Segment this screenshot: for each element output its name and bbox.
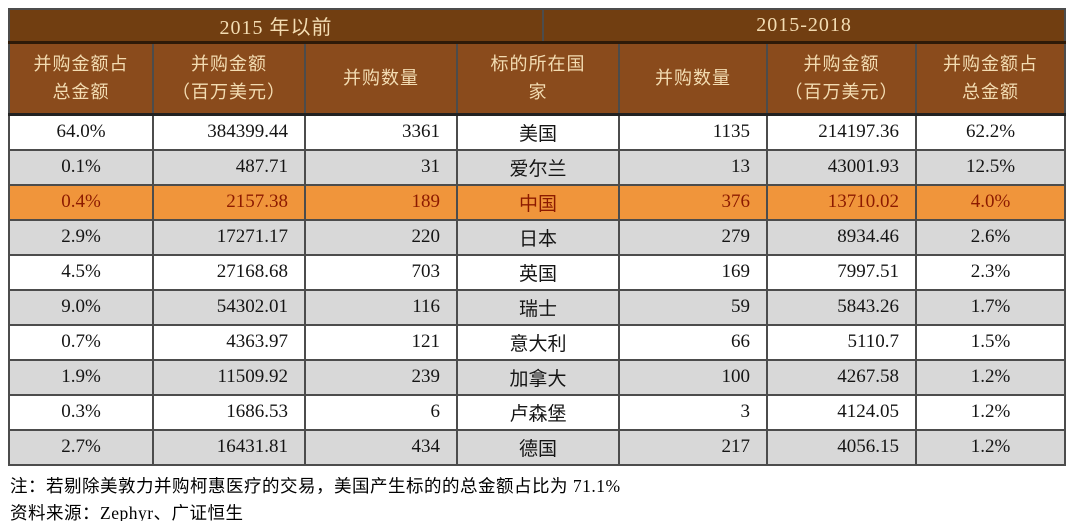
table-row: 1.9% 11509.92 239 加拿大 100 4267.58 1.2% [8, 358, 1067, 396]
cell-pre-count: 6 [304, 393, 458, 431]
cell-pre-count: 220 [304, 218, 458, 256]
cell-pre-amount: 54302.01 [152, 288, 306, 326]
period-header-pre2015: 2015 年以前 [8, 8, 544, 44]
table-row: 2.7% 16431.81 434 德国 217 4056.15 1.2% [8, 428, 1067, 466]
column-header-row: 并购金额占 总金额 并购金额 （百万美元） 并购数量 标的所在国 家 并购数量 … [8, 41, 1067, 116]
cell-post-count: 1135 [618, 113, 768, 151]
table-row: 9.0% 54302.01 116 瑞士 59 5843.26 1.7% [8, 288, 1067, 326]
cell-post-count: 279 [618, 218, 768, 256]
cell-post-amount-pct: 1.2% [914, 393, 1067, 431]
cell-country: 中国 [456, 183, 620, 221]
cell-pre-count: 116 [304, 288, 458, 326]
table-row: 0.1% 487.71 31 爱尔兰 13 43001.93 12.5% [8, 148, 1067, 186]
cell-post-amount-pct: 1.5% [914, 323, 1067, 361]
period-header-row: 2015 年以前 2015-2018 [8, 8, 1067, 44]
cell-post-amount: 4056.15 [766, 428, 917, 466]
cell-post-amount-pct: 1.2% [914, 428, 1067, 466]
cell-pre-amount: 1686.53 [152, 393, 306, 431]
cell-post-count: 13 [618, 148, 768, 186]
cell-pre-amount-pct: 2.9% [8, 218, 154, 256]
cell-post-amount-pct: 12.5% [914, 148, 1067, 186]
col-header-pre-amount-pct: 并购金额占 总金额 [8, 41, 154, 116]
cell-country: 瑞士 [456, 288, 620, 326]
cell-post-count: 66 [618, 323, 768, 361]
table-row: 4.5% 27168.68 703 英国 169 7997.51 2.3% [8, 253, 1067, 291]
ma-comparison-table: 2015 年以前 2015-2018 并购金额占 总金额 并购金额 （百万美元）… [8, 8, 1067, 466]
cell-post-amount: 4124.05 [766, 393, 917, 431]
cell-post-count: 3 [618, 393, 768, 431]
cell-post-count: 217 [618, 428, 768, 466]
cell-pre-amount-pct: 0.3% [8, 393, 154, 431]
cell-pre-amount-pct: 0.1% [8, 148, 154, 186]
table-row: 0.4% 2157.38 189 中国 376 13710.02 4.0% [8, 183, 1067, 221]
cell-country: 日本 [456, 218, 620, 256]
cell-post-amount: 4267.58 [766, 358, 917, 396]
col-header-post-amount: 并购金额 （百万美元） [766, 41, 917, 116]
source-note: 资料来源：Zephyr、广证恒生 [10, 502, 244, 521]
cell-post-count: 59 [618, 288, 768, 326]
cell-pre-amount: 11509.92 [152, 358, 306, 396]
cell-country: 意大利 [456, 323, 620, 361]
cell-post-amount-pct: 2.3% [914, 253, 1067, 291]
cell-post-count: 169 [618, 253, 768, 291]
col-header-pre-count: 并购数量 [304, 41, 458, 116]
cell-pre-amount: 2157.38 [152, 183, 306, 221]
col-header-pre-amount: 并购金额 （百万美元） [152, 41, 306, 116]
table-body: 64.0% 384399.44 3361 美国 1135 214197.36 62.2% 0.… [8, 113, 1067, 466]
cell-pre-count: 703 [304, 253, 458, 291]
col-header-country: 标的所在国 家 [456, 41, 620, 116]
cell-post-amount-pct: 2.6% [914, 218, 1067, 256]
cell-post-amount: 43001.93 [766, 148, 917, 186]
footnote: 注：若剔除美敦力并购柯惠医疗的交易，美国产生标的的总金额占比为 71.1% [10, 475, 621, 496]
cell-pre-amount: 16431.81 [152, 428, 306, 466]
cell-country: 爱尔兰 [456, 148, 620, 186]
cell-pre-count: 31 [304, 148, 458, 186]
cell-post-amount: 13710.02 [766, 183, 917, 221]
cell-pre-amount-pct: 0.7% [8, 323, 154, 361]
cell-pre-amount-pct: 2.7% [8, 428, 154, 466]
cell-pre-amount-pct: 9.0% [8, 288, 154, 326]
cell-pre-amount-pct: 4.5% [8, 253, 154, 291]
cell-pre-amount-pct: 64.0% [8, 113, 154, 151]
cell-post-amount-pct: 1.2% [914, 358, 1067, 396]
cell-post-amount-pct: 1.7% [914, 288, 1067, 326]
col-header-post-count: 并购数量 [618, 41, 768, 116]
cell-country: 德国 [456, 428, 620, 466]
cell-post-amount-pct: 4.0% [914, 183, 1067, 221]
notes-block: 注：若剔除美敦力并购柯惠医疗的交易，美国产生标的的总金额占比为 71.1% 资料… [8, 473, 1072, 521]
cell-country: 加拿大 [456, 358, 620, 396]
cell-post-amount: 214197.36 [766, 113, 917, 151]
cell-pre-amount: 17271.17 [152, 218, 306, 256]
cell-country: 英国 [456, 253, 620, 291]
cell-pre-count: 189 [304, 183, 458, 221]
cell-pre-amount: 487.71 [152, 148, 306, 186]
cell-post-amount: 8934.46 [766, 218, 917, 256]
cell-post-amount: 7997.51 [766, 253, 917, 291]
cell-pre-count: 3361 [304, 113, 458, 151]
cell-pre-amount: 27168.68 [152, 253, 306, 291]
cell-post-count: 376 [618, 183, 768, 221]
cell-pre-count: 434 [304, 428, 458, 466]
cell-post-count: 100 [618, 358, 768, 396]
table-row: 2.9% 17271.17 220 日本 279 8934.46 2.6% [8, 218, 1067, 256]
cell-pre-count: 239 [304, 358, 458, 396]
cell-country: 美国 [456, 113, 620, 151]
cell-pre-amount-pct: 1.9% [8, 358, 154, 396]
cell-post-amount-pct: 62.2% [914, 113, 1067, 151]
cell-pre-count: 121 [304, 323, 458, 361]
cell-country: 卢森堡 [456, 393, 620, 431]
cell-pre-amount-pct: 0.4% [8, 183, 154, 221]
cell-post-amount: 5843.26 [766, 288, 917, 326]
table-row: 64.0% 384399.44 3361 美国 1135 214197.36 62.2% [8, 113, 1067, 151]
table-row: 0.3% 1686.53 6 卢森堡 3 4124.05 1.2% [8, 393, 1067, 431]
period-header-2015-2018: 2015-2018 [541, 8, 1067, 44]
cell-pre-amount: 384399.44 [152, 113, 306, 151]
cell-pre-amount: 4363.97 [152, 323, 306, 361]
cell-post-amount: 5110.7 [766, 323, 917, 361]
table-row: 0.7% 4363.97 121 意大利 66 5110.7 1.5% [8, 323, 1067, 361]
col-header-post-amount-pct: 并购金额占 总金额 [914, 41, 1067, 116]
